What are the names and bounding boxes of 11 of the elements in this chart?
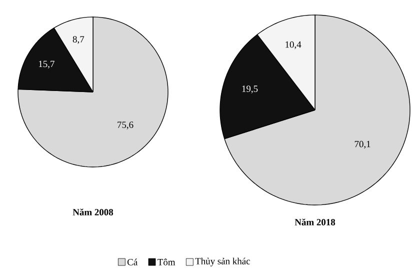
legend-label: Thủy sản khác [195,258,250,266]
data-label: 10,4 [286,41,302,50]
data-label: 8,7 [72,36,84,44]
data-label: 19,5 [242,86,258,94]
text: Năm 2008 [72,208,114,216]
legend-label: Tôm [158,258,176,266]
data-label: 70,1 [354,140,370,149]
data-label: 15,7 [38,60,54,69]
data-label: 75,6 [118,122,134,130]
text: Năm 2018 [294,218,336,226]
legend-label: Cá [127,258,138,266]
